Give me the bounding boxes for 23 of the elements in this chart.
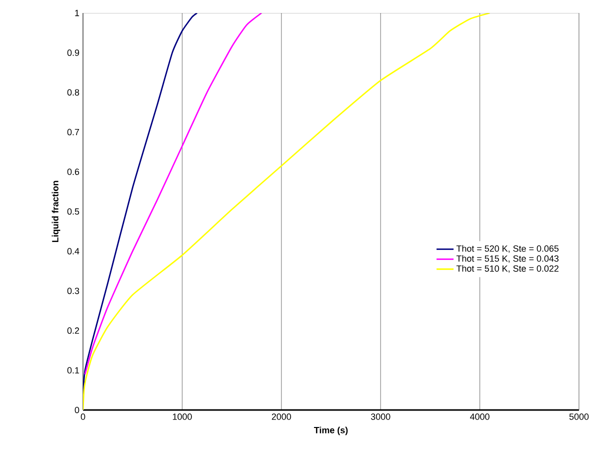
x-tick-label: 5000 [569,414,589,420]
x-tick-label: 2000 [272,414,292,420]
x-axis-title: Time (s) [314,426,348,436]
line-series [84,12,262,375]
y-tick-label: 0.4 [67,248,80,254]
y-tick-label: 0.7 [67,128,80,136]
y-tick-label: 0.8 [67,89,80,96]
x-tick-label: 4000 [470,414,490,420]
y-tick-label: 0.5 [67,208,80,215]
y-tick-label: 0.9 [67,50,80,56]
y-tick-label: 0.6 [67,168,80,175]
y-tick-label: 1 [75,10,80,16]
legend-label: Thot = 515 K, Ste = 0.043 [456,255,559,263]
y-tick-label: 0.3 [67,288,80,294]
y-tick-label: 0.2 [67,327,80,334]
x-tick-label: 1000 [172,414,192,420]
legend-label: Thot = 510 K, Ste = 0.022 [456,265,558,273]
x-tick-label: 3000 [370,414,390,420]
y-tick-label: 0 [74,406,80,414]
y-axis-title: Liquid fraction [52,180,60,242]
legend-label: Thot = 520 K, Ste = 0.065 [456,245,559,253]
x-tick-label: 0 [80,414,86,420]
y-tick-label: 0.1 [67,367,80,374]
